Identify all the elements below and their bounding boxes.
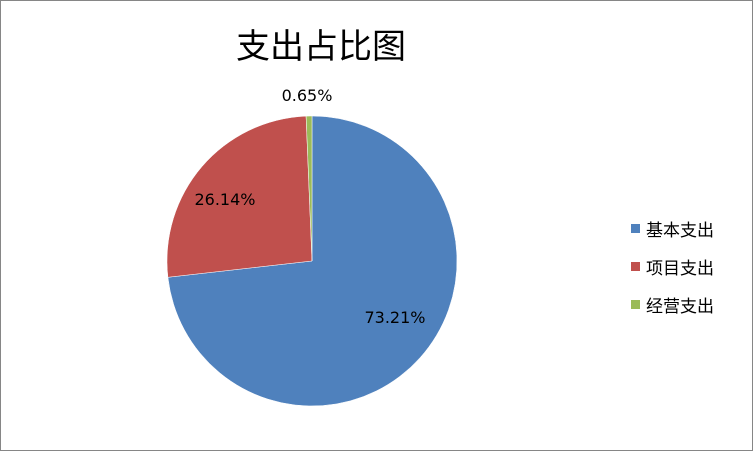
pie-slice: [166, 115, 313, 278]
legend-item: 经营支出: [631, 285, 714, 323]
legend-item: 项目支出: [631, 247, 714, 285]
legend-swatch: [631, 261, 640, 271]
pie-slice: [305, 115, 313, 262]
legend-label: 项目支出: [646, 258, 714, 279]
legend-item: 基本支出: [631, 209, 714, 247]
data-label: 26.14%: [194, 190, 255, 209]
legend-swatch: [631, 223, 640, 233]
legend-label: 基本支出: [646, 220, 714, 241]
legend: 基本支出 项目支出 经营支出: [631, 209, 714, 323]
data-label: 0.65%: [282, 86, 333, 105]
legend-swatch: [631, 299, 640, 309]
pie-slice: [167, 115, 458, 407]
chart-title: 支出占比图: [236, 27, 406, 67]
data-label: 73.21%: [364, 308, 425, 327]
legend-label: 经营支出: [646, 296, 714, 317]
